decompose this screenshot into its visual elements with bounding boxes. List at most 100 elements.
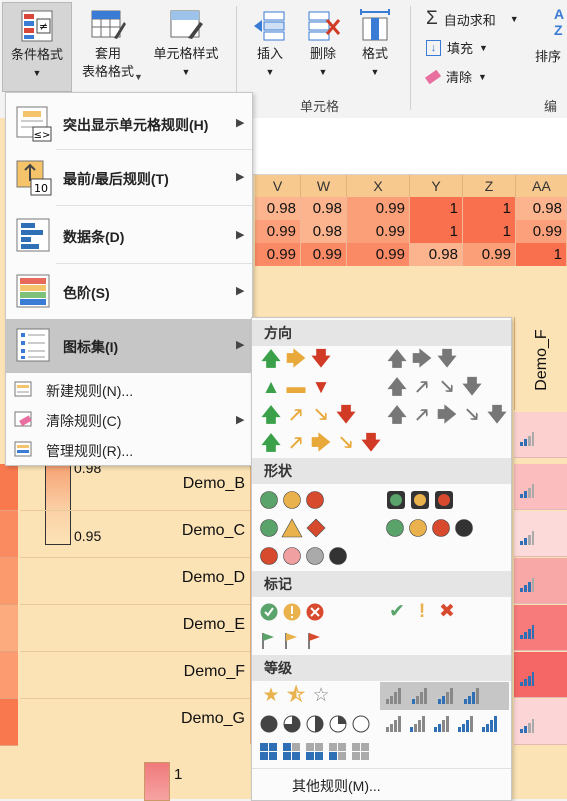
column-header-y[interactable]: Y [410,175,463,197]
menu-item-icon-sets[interactable]: 图标集(I) ▶ [6,319,252,373]
data-bar-cell[interactable] [514,699,567,745]
row-label: Demo_D [181,569,245,586]
menu-item-label: 图标集(I) [63,339,119,355]
menu-item-clear-rules[interactable]: 清除规则(C) ▶ [6,405,252,433]
table-cell[interactable]: 1 [463,220,516,243]
data-bar-cell[interactable] [514,605,567,651]
icon-set-5-quarters[interactable] [260,712,378,736]
icon-set-3-signs[interactable] [260,516,330,540]
chevron-down-icon: ▼ [479,42,488,53]
insert-cells-icon [254,11,285,41]
table-cell[interactable]: 0.98 [516,197,567,220]
new-rule-icon [14,381,32,397]
row-divider [20,510,250,511]
icon-set-4-traffic-lights[interactable] [386,516,478,540]
data-bar-cell[interactable] [514,511,567,557]
data-bar-cell[interactable] [514,412,567,458]
icon-set-3-symbols-circled[interactable] [260,600,330,624]
icon-set-5-arrows-colored[interactable]: 🡅 🡕 🡆 🡖 🡇 [260,432,382,456]
icon-set-3-flags[interactable] [260,628,330,652]
cells-group-label: 单元格 [300,99,340,114]
table-cell[interactable]: 0.99 [463,243,516,266]
chevron-right-icon: ▶ [236,285,245,297]
cell-styles-button[interactable]: 单元格样式 ▼ [146,2,226,90]
fill-button[interactable]: ↓ 填充 ▼ [426,38,488,57]
table-cell[interactable]: 0.98 [410,243,463,266]
menu-item-highlight-rules[interactable]: ≤> 突出显示单元格规则(H) ▶ [6,97,252,151]
conditional-format-button[interactable]: ≠ 条件格式 ▼ [2,2,72,92]
table-cell[interactable]: 0.99 [347,220,410,243]
heatmap-cell [0,652,18,699]
color-legend-bar [45,464,71,545]
table-cell[interactable]: 0.99 [301,243,347,266]
icon-set-5-ratings[interactable] [386,712,506,736]
table-cell[interactable]: 0.99 [516,220,567,243]
more-rules-link[interactable]: 其他规则(M)... [292,778,381,794]
chevron-right-icon: ▶ [236,339,245,351]
icon-set-5-arrows-gray[interactable]: 🡅 🡕 🡆 🡖 🡇 [386,404,508,428]
table-cell[interactable]: 1 [410,197,463,220]
chevron-right-icon: ▶ [236,229,245,241]
table-cell[interactable]: 0.99 [255,220,301,243]
table-cell[interactable]: 0.98 [301,197,347,220]
table-cell[interactable]: 0.99 [347,197,410,220]
arrow-up-right-icon: 🡕 [289,405,303,426]
format-as-table-button[interactable]: 套用 表格格式 [72,2,144,90]
column-header-w[interactable]: W [301,175,347,197]
clear-button[interactable]: 清除 ▼ [424,67,487,86]
format-button[interactable]: 格式 ▼ [350,2,400,90]
table-cell[interactable]: 1 [410,220,463,243]
column-header-v[interactable]: V [255,175,301,197]
icon-set-3-stars[interactable]: ★ ⯪ ☆ [260,684,332,708]
menu-item-label: 管理规则(R)... [46,443,134,459]
icon-set-4-arrows-gray[interactable]: 🡅 🡕 🡖 🡇 [386,376,483,400]
icon-set-3-arrows-gray[interactable]: 🡅 🡆 🡇 [386,348,458,372]
column-header-x[interactable]: X [347,175,410,197]
insert-button[interactable]: 插入 ▼ [246,2,294,90]
icon-set-3-symbols[interactable]: ✔ ! ✖ [386,600,458,624]
arrow-down-right-icon: 🡖 [314,405,328,426]
autosum-button[interactable]: Σ 自动求和 ▼ [426,8,519,30]
signal-bars-icon [520,625,534,639]
icon-set-4-ratings[interactable] [380,682,509,710]
column-header-z[interactable]: Z [463,175,516,197]
highlight-cells-icon: ≤> [16,106,52,142]
menu-item-data-bars[interactable]: 数据条(D) ▶ [6,209,252,263]
icon-set-3-traffic-lights-rimmed[interactable] [386,488,456,512]
chevron-down-icon: ▼ [478,71,487,82]
column-header-aa[interactable]: AA [516,175,567,197]
menu-item-new-rule[interactable]: 新建规则(N)... [6,375,252,403]
menu-item-color-scales[interactable]: 色阶(S) ▶ [6,265,252,319]
arrow-down-right-icon: 🡖 [339,433,353,454]
arrow-down-icon: 🡇 [437,349,457,370]
icon-set-4-arrows-colored[interactable]: 🡅 🡕 🡖 🡇 [260,404,357,428]
table-cell[interactable]: 1 [463,197,516,220]
icon-set-3-traffic-lights[interactable] [260,488,326,512]
eraser-icon [424,69,442,84]
delete-button[interactable]: 删除 ▼ [298,2,348,90]
icon-set-red-to-black[interactable] [260,544,352,568]
table-cell[interactable]: 0.99 [347,243,410,266]
table-cell[interactable]: 0.99 [255,243,301,266]
row-label: Demo_F [183,663,245,680]
menu-item-top-bottom-rules[interactable]: 10 最前/最后规则(T) ▶ [6,151,252,205]
data-bar-cell[interactable] [514,464,567,510]
icon-set-3-arrows-colored[interactable]: 🡅 🡆 🡇 [260,348,332,372]
icon-set-3-triangles[interactable]: ▲ ▬ ▼ [260,376,332,400]
delete-cells-icon [308,11,341,41]
row-divider [20,651,250,652]
menu-item-manage-rules[interactable]: 管理规则(R)... [6,435,252,463]
menu-item-label: 色阶(S) [63,285,110,301]
menu-item-label: 清除规则(C) [46,413,122,429]
section-header-ratings: 等级 [252,655,511,681]
icon-set-5-boxes[interactable] [260,740,378,764]
table-cell[interactable]: 1 [516,243,567,266]
row-divider [20,604,250,605]
table-cell[interactable]: 0.98 [255,197,301,220]
data-bar-cell[interactable] [514,652,567,698]
menu-item-label: 数据条(D) [63,229,125,245]
formula-bar-area [250,118,567,175]
table-cell[interactable]: 0.98 [301,220,347,243]
data-bar-cell[interactable] [514,558,567,604]
